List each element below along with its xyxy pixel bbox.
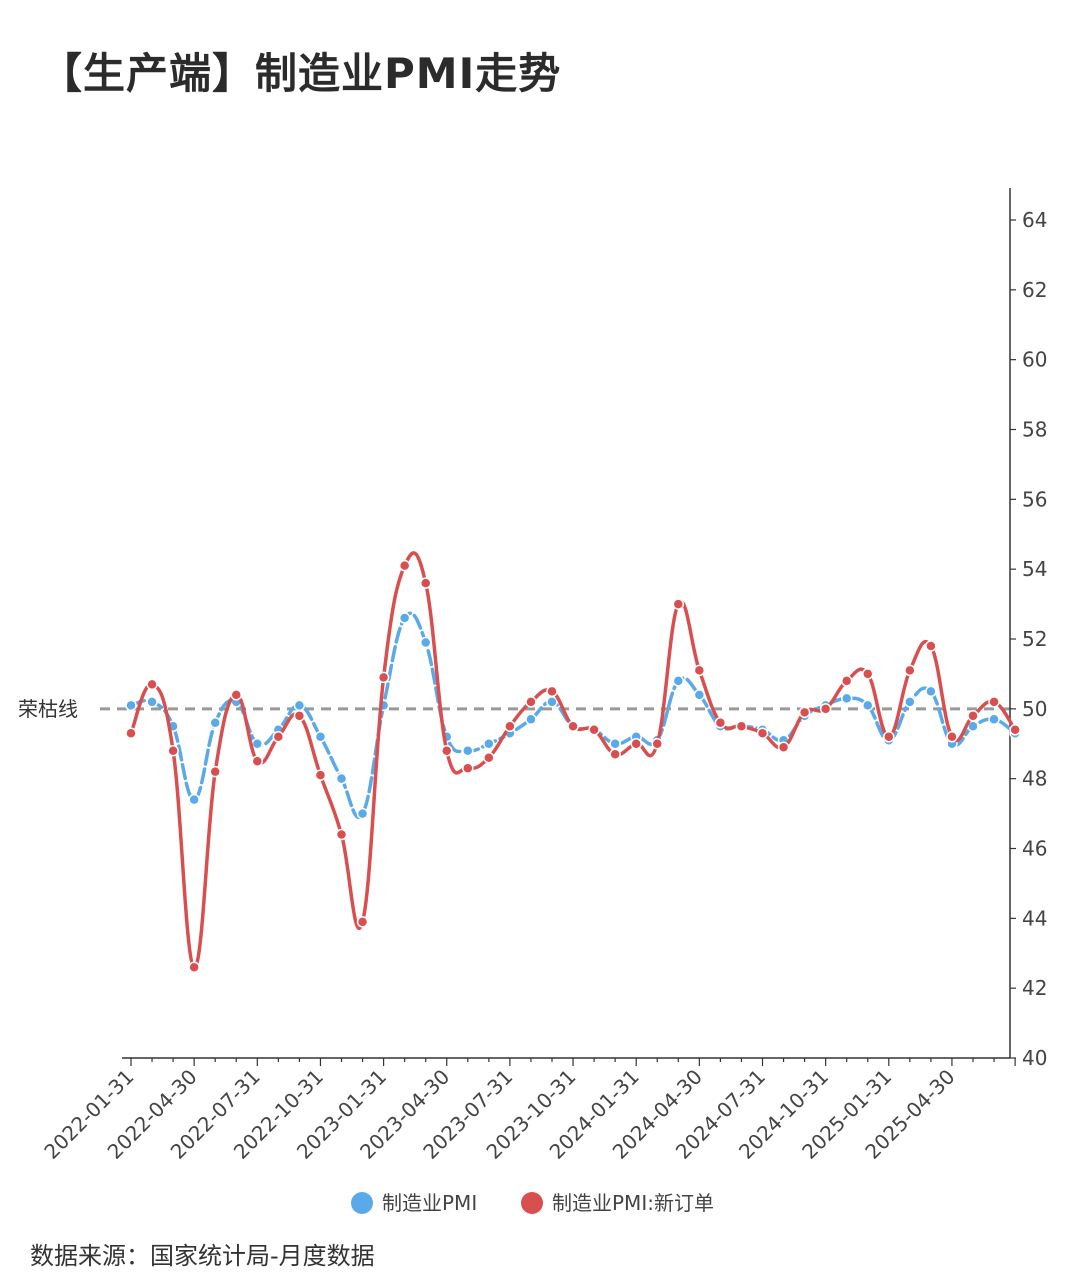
y-tick-label: 58 [1022, 418, 1047, 442]
data-point [946, 731, 958, 743]
data-point [356, 807, 369, 820]
data-point [188, 793, 200, 806]
data-point [419, 636, 432, 649]
chart-title: 【生产端】制造业PMI走势 [40, 49, 562, 98]
reference-line-label: 荣枯线 [18, 697, 78, 721]
data-point [398, 559, 411, 572]
y-tick-label: 56 [1022, 487, 1047, 511]
legend-swatch [521, 1192, 543, 1214]
y-tick-label: 50 [1022, 697, 1047, 721]
data-point [609, 738, 621, 750]
data-point [356, 916, 369, 928]
data-point [672, 675, 685, 687]
data-point [967, 710, 979, 722]
data-point [735, 720, 748, 733]
data-point [398, 612, 411, 624]
legend-item-pmi[interactable]: 制造业PMI [351, 1191, 477, 1215]
data-point [630, 738, 642, 750]
data-point [777, 741, 790, 753]
data-point [251, 755, 264, 767]
reference-layer: 荣枯线 [18, 697, 1010, 721]
data-point [146, 678, 158, 691]
data-point [609, 748, 621, 760]
y-tick-label: 42 [1022, 976, 1047, 1000]
data-point [335, 772, 348, 785]
data-point [714, 717, 727, 729]
data-point [546, 685, 558, 698]
data-point [840, 675, 853, 687]
data-point [693, 689, 706, 701]
data-point [693, 664, 706, 677]
data-point [293, 710, 306, 722]
data-point [672, 598, 685, 610]
data-point [525, 696, 537, 708]
data-point [441, 744, 453, 757]
data-point [819, 703, 832, 715]
data-point [377, 671, 390, 684]
data-point [230, 689, 242, 701]
data-point [209, 717, 221, 729]
y-tick-label: 48 [1022, 767, 1047, 791]
data-point [125, 727, 137, 740]
data-point [462, 762, 474, 774]
data-point [546, 696, 558, 708]
data-point [209, 765, 221, 778]
y-tick-label: 46 [1022, 837, 1047, 861]
data-point [1009, 724, 1021, 736]
y-tick-label: 60 [1022, 348, 1047, 372]
data-point [988, 713, 1000, 726]
data-point [925, 685, 937, 698]
legend-label: 制造业PMI [382, 1191, 477, 1215]
y-tick-label: 54 [1022, 557, 1047, 581]
data-point [188, 961, 200, 973]
data-point [272, 731, 285, 743]
legend-item-new-orders[interactable]: 制造业PMI:新订单 [521, 1191, 714, 1215]
data-point [462, 744, 474, 757]
data-point [904, 664, 916, 677]
data-point [567, 720, 579, 733]
data-point [798, 706, 811, 719]
data-point [419, 577, 432, 589]
data-point [988, 696, 1000, 708]
data-point [251, 738, 264, 750]
data-point [314, 769, 327, 781]
data-point [525, 713, 537, 726]
data-point [925, 640, 937, 652]
data-point [651, 738, 663, 750]
data-point [862, 699, 874, 712]
data-point [904, 696, 916, 708]
data-point [588, 724, 600, 736]
y-tick-label: 64 [1022, 208, 1047, 232]
data-point [483, 751, 495, 764]
data-point [483, 738, 495, 750]
series-new-orders [125, 551, 1021, 973]
data-source-note: 数据来源：国家统计局-月度数据 [30, 1242, 375, 1270]
legend-swatch [351, 1192, 373, 1214]
y-tick-label: 44 [1022, 906, 1047, 930]
legend: 制造业PMI 制造业PMI:新订单 [351, 1191, 714, 1215]
data-point [146, 696, 158, 708]
axes: 404244464850525456586062642022-01-312022… [39, 188, 1047, 1164]
data-point [335, 828, 348, 841]
y-tick-label: 52 [1022, 627, 1047, 651]
legend-label: 制造业PMI:新订单 [552, 1191, 714, 1215]
data-point [862, 668, 874, 680]
series-line [129, 551, 1017, 969]
data-point [883, 731, 895, 743]
data-point [504, 720, 516, 733]
data-point [125, 699, 137, 712]
y-tick-label: 40 [1022, 1046, 1047, 1070]
data-point [756, 727, 769, 740]
data-point [314, 731, 327, 743]
data-point [840, 692, 853, 705]
series-layer [125, 551, 1021, 973]
series-pmi [125, 611, 1021, 820]
y-tick-label: 62 [1022, 278, 1047, 302]
data-point [293, 699, 306, 712]
data-point [167, 744, 179, 757]
series-line [129, 611, 1017, 819]
